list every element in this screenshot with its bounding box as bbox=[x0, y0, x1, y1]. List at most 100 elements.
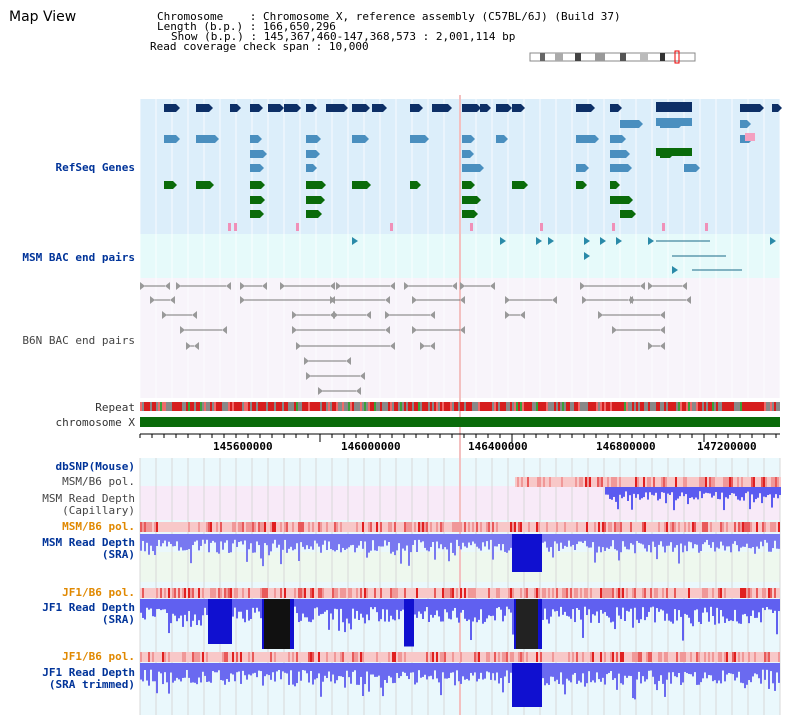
polymorphism-segment bbox=[594, 588, 596, 598]
depth-bar bbox=[730, 663, 732, 674]
depth-bar bbox=[672, 663, 674, 673]
polymorphism-segment bbox=[218, 522, 220, 532]
depth-bar bbox=[392, 534, 394, 552]
polymorphism-segment bbox=[226, 522, 228, 532]
polymorphism-segment bbox=[619, 477, 621, 487]
polymorphism-segment bbox=[292, 588, 294, 598]
depth-bar bbox=[574, 534, 576, 551]
depth-bar bbox=[700, 663, 702, 683]
polymorphism-segment bbox=[146, 522, 148, 532]
repeat-segment bbox=[150, 402, 152, 411]
polymorphism-segment bbox=[629, 477, 631, 487]
polymorphism-segment bbox=[194, 652, 196, 662]
depth-bar bbox=[739, 487, 741, 501]
polymorphism-segment bbox=[408, 652, 410, 662]
polymorphism-segment bbox=[744, 652, 746, 662]
track-label-dbsnp[interactable]: dbSNP(Mouse) bbox=[55, 460, 135, 473]
polymorphism-segment bbox=[450, 522, 452, 532]
depth-bar bbox=[722, 534, 724, 546]
polymorphism-segment bbox=[432, 652, 434, 662]
polymorphism-segment bbox=[768, 652, 770, 662]
depth-bar bbox=[646, 534, 648, 552]
track-label-msm-bac[interactable]: MSM BAC end pairs bbox=[22, 251, 135, 264]
repeat-segment bbox=[410, 402, 412, 411]
repeat-segment bbox=[190, 402, 192, 411]
depth-bar bbox=[538, 663, 540, 707]
depth-bar bbox=[240, 663, 242, 684]
polymorphism-segment bbox=[294, 652, 296, 662]
depth-bar bbox=[460, 599, 462, 613]
polymorphism-segment bbox=[504, 522, 506, 532]
repeat-segment bbox=[574, 402, 576, 411]
polymorphism-segment bbox=[686, 522, 688, 532]
depth-bar bbox=[694, 599, 696, 611]
forward-arrow-icon bbox=[471, 181, 475, 189]
polymorphism-segment bbox=[732, 522, 734, 532]
repeat-segment bbox=[572, 402, 574, 411]
repeat-segment bbox=[226, 402, 228, 411]
depth-bar bbox=[390, 663, 392, 678]
track-label-b6n-bac[interactable]: B6N BAC end pairs bbox=[22, 334, 135, 347]
depth-bar bbox=[684, 599, 686, 614]
repeat-segment bbox=[340, 402, 342, 411]
depth-bar bbox=[258, 663, 260, 671]
polymorphism-segment bbox=[542, 522, 544, 532]
polymorphism-segment bbox=[310, 522, 312, 532]
repeat-segment bbox=[236, 402, 238, 411]
depth-bar bbox=[362, 663, 364, 697]
repeat-segment bbox=[704, 402, 706, 411]
polymorphism-segment bbox=[328, 652, 330, 662]
depth-bar bbox=[700, 599, 702, 624]
repeat-segment bbox=[376, 402, 378, 411]
depth-bar bbox=[190, 534, 192, 564]
polymorphism-segment bbox=[584, 588, 586, 598]
depth-bar bbox=[196, 534, 198, 541]
depth-bar bbox=[617, 487, 619, 510]
depth-bar bbox=[462, 534, 464, 543]
polymorphism-segment bbox=[148, 652, 150, 662]
polymorphism-segment bbox=[284, 522, 286, 532]
polymorphism-segment bbox=[338, 588, 340, 598]
polymorphism-segment bbox=[508, 588, 510, 598]
polymorphism-segment bbox=[664, 522, 666, 532]
depth-bar bbox=[262, 663, 264, 686]
gene-glyph bbox=[620, 210, 632, 218]
repeat-segment bbox=[332, 402, 334, 411]
polymorphism-segment bbox=[667, 477, 669, 487]
polymorphism-segment bbox=[602, 522, 604, 532]
polymorphism-segment bbox=[752, 588, 754, 598]
polymorphism-segment bbox=[182, 588, 184, 598]
depth-bar bbox=[689, 487, 691, 498]
depth-bar bbox=[620, 599, 622, 620]
polymorphism-segment bbox=[358, 522, 360, 532]
depth-bar bbox=[706, 663, 708, 679]
depth-bar bbox=[170, 663, 172, 673]
polymorphism-segment bbox=[727, 477, 729, 487]
depth-bar bbox=[586, 663, 588, 684]
polymorphism-segment bbox=[184, 588, 186, 598]
polymorphism-segment bbox=[392, 588, 394, 598]
repeat-segment bbox=[484, 402, 486, 411]
depth-bar bbox=[708, 534, 710, 545]
depth-bar bbox=[478, 599, 480, 620]
gene-glyph bbox=[306, 164, 313, 172]
polymorphism-segment bbox=[671, 477, 673, 487]
polymorphism-segment bbox=[706, 652, 708, 662]
track-label-refseq-genes[interactable]: RefSeq Genes bbox=[55, 161, 135, 174]
polymorphism-segment bbox=[591, 477, 593, 487]
depth-bar bbox=[580, 599, 582, 620]
polymorphism-segment bbox=[238, 652, 240, 662]
polymorphism-segment bbox=[444, 652, 446, 662]
repeat-segment bbox=[520, 402, 522, 411]
depth-bar bbox=[330, 663, 332, 682]
polymorphism-segment bbox=[603, 477, 605, 487]
repeat-segment bbox=[460, 402, 462, 411]
polymorphism-segment bbox=[234, 522, 236, 532]
depth-bar bbox=[704, 534, 706, 543]
polymorphism-segment bbox=[538, 588, 540, 598]
repeat-segment bbox=[378, 402, 380, 411]
repeat-segment bbox=[146, 402, 148, 411]
polymorphism-segment bbox=[570, 652, 572, 662]
repeat-segment bbox=[570, 402, 572, 411]
